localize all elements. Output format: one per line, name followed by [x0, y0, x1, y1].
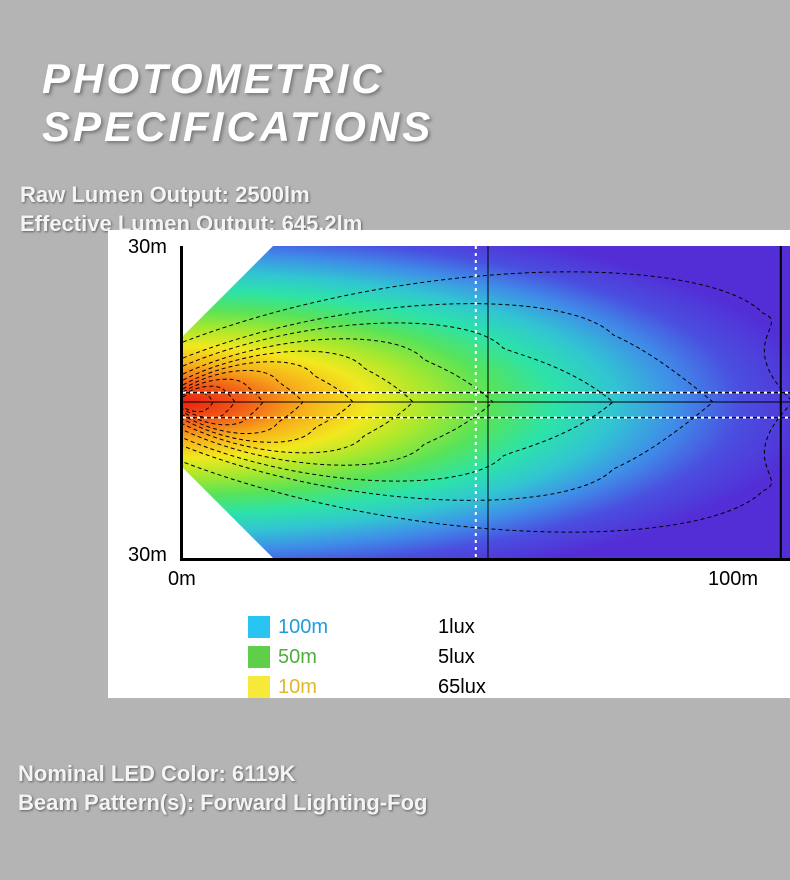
raw-lumen-label: Raw Lumen Output:	[20, 182, 235, 207]
led-color-line: Nominal LED Color: 6119K	[18, 760, 427, 789]
legend-swatch	[248, 676, 270, 698]
led-color-label: Nominal LED Color:	[18, 761, 232, 786]
legend-swatch	[248, 616, 270, 638]
page-title: PHOTOMETRIC SPECIFICATIONS	[42, 55, 790, 151]
specs-bottom: Nominal LED Color: 6119K Beam Pattern(s)…	[18, 760, 427, 817]
beam-pattern-label: Beam Pattern(s):	[18, 790, 200, 815]
led-color-value: 6119K	[232, 761, 296, 786]
x-axis-right-label: 100m	[708, 568, 758, 591]
legend-lux-column: 1lux5lux65lux	[438, 612, 486, 702]
photometric-chart: 30m 30m 0m 100m 100m50m10m 1lux5lux65lux	[108, 230, 790, 698]
beam-pattern-line: Beam Pattern(s): Forward Lighting-Fog	[18, 789, 427, 818]
raw-lumen-line: Raw Lumen Output: 2500lm	[20, 181, 790, 210]
legend-lux: 5lux	[438, 642, 486, 672]
raw-lumen-value: 2500lm	[235, 182, 310, 207]
legend-lux: 65lux	[438, 672, 486, 702]
legend-swatch	[248, 646, 270, 668]
legend-lux: 1lux	[438, 612, 486, 642]
heatmap-svg	[183, 246, 790, 558]
y-axis-top-label: 30m	[128, 236, 167, 259]
x-axis-left-label: 0m	[168, 568, 196, 591]
beam-pattern-value: Forward Lighting-Fog	[200, 790, 427, 815]
y-axis-bottom-label: 30m	[128, 544, 167, 567]
plot-area	[180, 246, 790, 561]
